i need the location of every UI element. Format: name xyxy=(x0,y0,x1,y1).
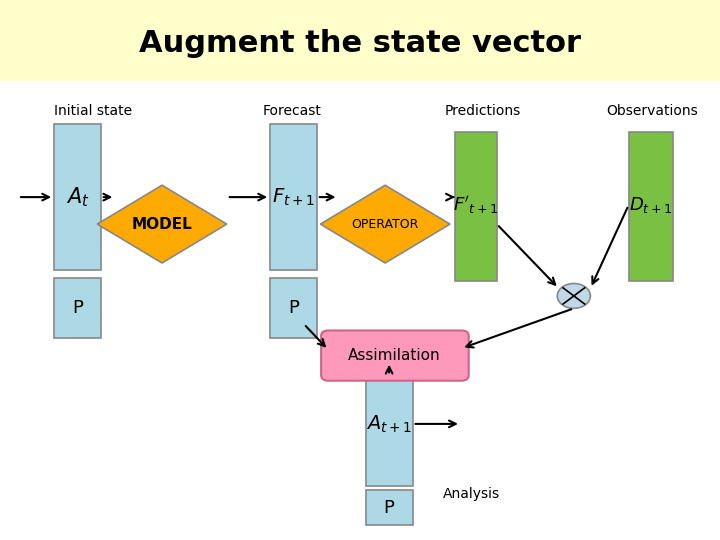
Bar xyxy=(270,278,317,338)
Text: P: P xyxy=(72,299,83,317)
Text: Predictions: Predictions xyxy=(445,104,521,118)
Bar xyxy=(366,490,413,525)
Text: Augment the state vector: Augment the state vector xyxy=(139,29,581,58)
Polygon shape xyxy=(97,185,227,263)
Text: $A_t$: $A_t$ xyxy=(66,185,89,209)
Text: $D_{t+1}$: $D_{t+1}$ xyxy=(629,195,672,215)
Text: $F'_{t+1}$: $F'_{t+1}$ xyxy=(454,194,498,216)
Text: Analysis: Analysis xyxy=(443,487,500,501)
Bar xyxy=(54,278,101,338)
Bar xyxy=(54,124,101,270)
Bar xyxy=(0,0,720,81)
Bar xyxy=(455,132,497,281)
Bar xyxy=(0,81,720,540)
Polygon shape xyxy=(320,185,450,263)
Bar xyxy=(366,362,413,486)
Text: Assimilation: Assimilation xyxy=(348,348,441,363)
Text: Forecast: Forecast xyxy=(263,104,322,118)
Text: MODEL: MODEL xyxy=(132,217,192,232)
Circle shape xyxy=(557,284,590,308)
Text: $F_{t+1}$: $F_{t+1}$ xyxy=(272,186,315,208)
Text: P: P xyxy=(288,299,299,317)
Text: P: P xyxy=(384,498,395,517)
FancyBboxPatch shape xyxy=(321,330,469,381)
Text: $A_{t+1}$: $A_{t+1}$ xyxy=(366,413,412,435)
Bar xyxy=(270,124,317,270)
Text: Initial state: Initial state xyxy=(54,104,132,118)
Bar xyxy=(629,132,673,281)
Text: Observations: Observations xyxy=(606,104,698,118)
Text: OPERATOR: OPERATOR xyxy=(351,218,419,231)
